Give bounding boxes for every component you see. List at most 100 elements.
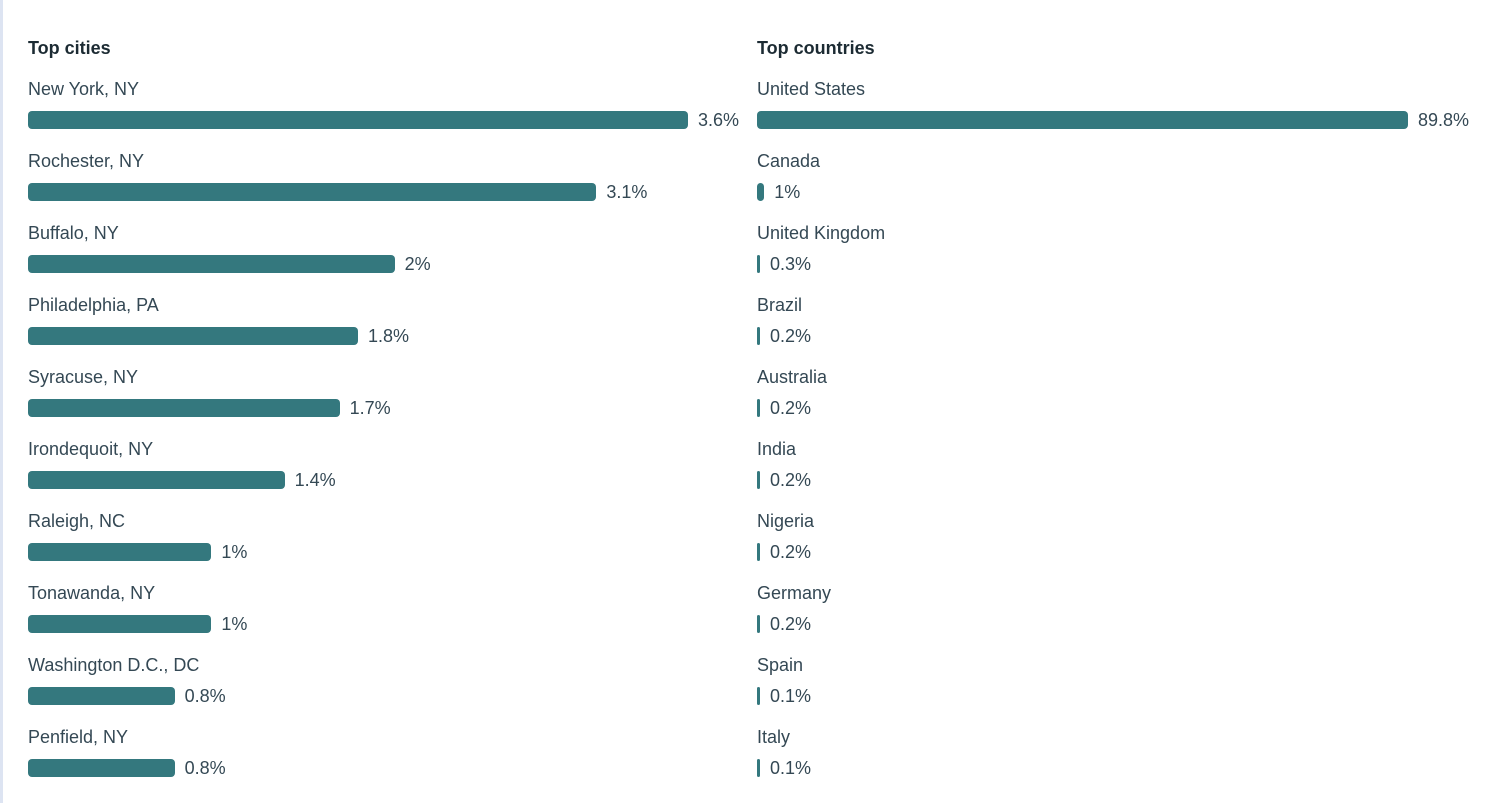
row-label: United States [757,79,866,99]
row-value: 1.7% [349,398,391,418]
top-countries-header: Top countries [757,38,875,58]
row-label: Washington D.C., DC [28,655,200,675]
row-value: 0.1% [770,758,812,778]
bar-row: 0.1% [757,759,1488,777]
chart-row: Spain 0.1% [757,654,1488,705]
bar [757,183,765,201]
bar [28,543,212,561]
row-value: 1% [221,542,248,562]
bar-row: 1.7% [28,399,757,417]
row-value: 2% [404,254,431,274]
bar-row: 1% [28,615,757,633]
bar-row: 0.2% [757,615,1488,633]
row-label: Philadelphia, PA [28,295,159,315]
bar [28,327,358,345]
bar-row: 89.8% [757,111,1488,129]
bar-row: 0.2% [757,543,1488,561]
row-label: India [757,439,797,459]
row-label: Spain [757,655,804,675]
row-value: 0.2% [770,326,812,346]
row-label: Canada [757,151,821,171]
row-label: Germany [757,583,832,603]
bar-row: 0.2% [757,471,1488,489]
chart-row: Syracuse, NY 1.7% [28,366,757,417]
row-value: 0.8% [184,758,226,778]
bar [757,687,760,705]
bar [28,759,175,777]
row-label: Nigeria [757,511,815,531]
bar [757,471,760,489]
row-label: United Kingdom [757,223,886,243]
bar [757,399,760,417]
bar [28,471,285,489]
bar [757,759,760,777]
chart-row: India 0.2% [757,438,1488,489]
chart-row: Raleigh, NC 1% [28,510,757,561]
row-value: 3.6% [698,110,740,130]
bar [757,255,760,273]
bar [28,255,395,273]
bar [28,615,212,633]
chart-row: Canada 1% [757,150,1488,201]
row-value: 0.3% [770,254,812,274]
bar-row: 0.2% [757,399,1488,417]
chart-row: Rochester, NY 3.1% [28,150,757,201]
bar-row: 0.3% [757,255,1488,273]
bar-row: 0.8% [28,687,757,705]
row-value: 1.8% [368,326,410,346]
row-value: 1% [774,182,801,202]
chart-row: New York, NY 3.6% [28,78,757,129]
top-cities-chart: Top cities New York, NY 3.6% Rochester, NY… [28,36,757,803]
bar-row: 3.6% [28,111,757,129]
row-label: Penfield, NY [28,727,129,747]
row-label: Australia [757,367,828,387]
row-value: 0.8% [184,686,226,706]
bar-row: 0.8% [28,759,757,777]
row-label: Brazil [757,295,803,315]
chart-row: Philadelphia, PA 1.8% [28,294,757,345]
bar [757,543,760,561]
chart-row: Washington D.C., DC 0.8% [28,654,757,705]
rows: United States 89.8% Canada 1% United Kingdom… [757,78,1488,777]
row-value: 0.2% [770,398,812,418]
bar-row: 0.2% [757,327,1488,345]
chart-row: Tonawanda, NY 1% [28,582,757,633]
chart-row: Buffalo, NY 2% [28,222,757,273]
chart-row: United States 89.8% [757,78,1488,129]
row-value: 1.4% [294,470,336,490]
row-label: Buffalo, NY [28,223,119,243]
row-value: 0.2% [770,542,812,562]
row-label: New York, NY [28,79,140,99]
bar-row: 3.1% [28,183,757,201]
chart-row: Australia 0.2% [757,366,1488,417]
bar-row: 0.1% [757,687,1488,705]
bar-row: 2% [28,255,757,273]
chart-row: United Kingdom 0.3% [757,222,1488,273]
bar [28,183,597,201]
bar [757,327,760,345]
row-label: Raleigh, NC [28,511,126,531]
bar [28,111,688,129]
row-value: 3.1% [606,182,648,202]
bar [28,399,340,417]
left-edge-strip [0,0,3,803]
top-countries-chart: Top countries United States 89.8% Canada 1%… [757,36,1488,803]
bar-row: 1.8% [28,327,757,345]
rows: New York, NY 3.6% Rochester, NY 3.1% Buffalo… [28,78,757,777]
chart-row: Italy 0.1% [757,726,1488,777]
row-value: 0.2% [770,614,812,634]
row-value: 0.2% [770,470,812,490]
row-value: 89.8% [1418,110,1470,130]
row-label: Italy [757,727,791,747]
bar [757,111,1408,129]
row-label: Irondequoit, NY [28,439,154,459]
chart-row: Nigeria 0.2% [757,510,1488,561]
chart-row: Irondequoit, NY 1.4% [28,438,757,489]
bar-row: 1.4% [28,471,757,489]
bar-row: 1% [28,543,757,561]
bar-row: 1% [757,183,1488,201]
row-value: 0.1% [770,686,812,706]
row-label: Rochester, NY [28,151,145,171]
row-label: Tonawanda, NY [28,583,156,603]
